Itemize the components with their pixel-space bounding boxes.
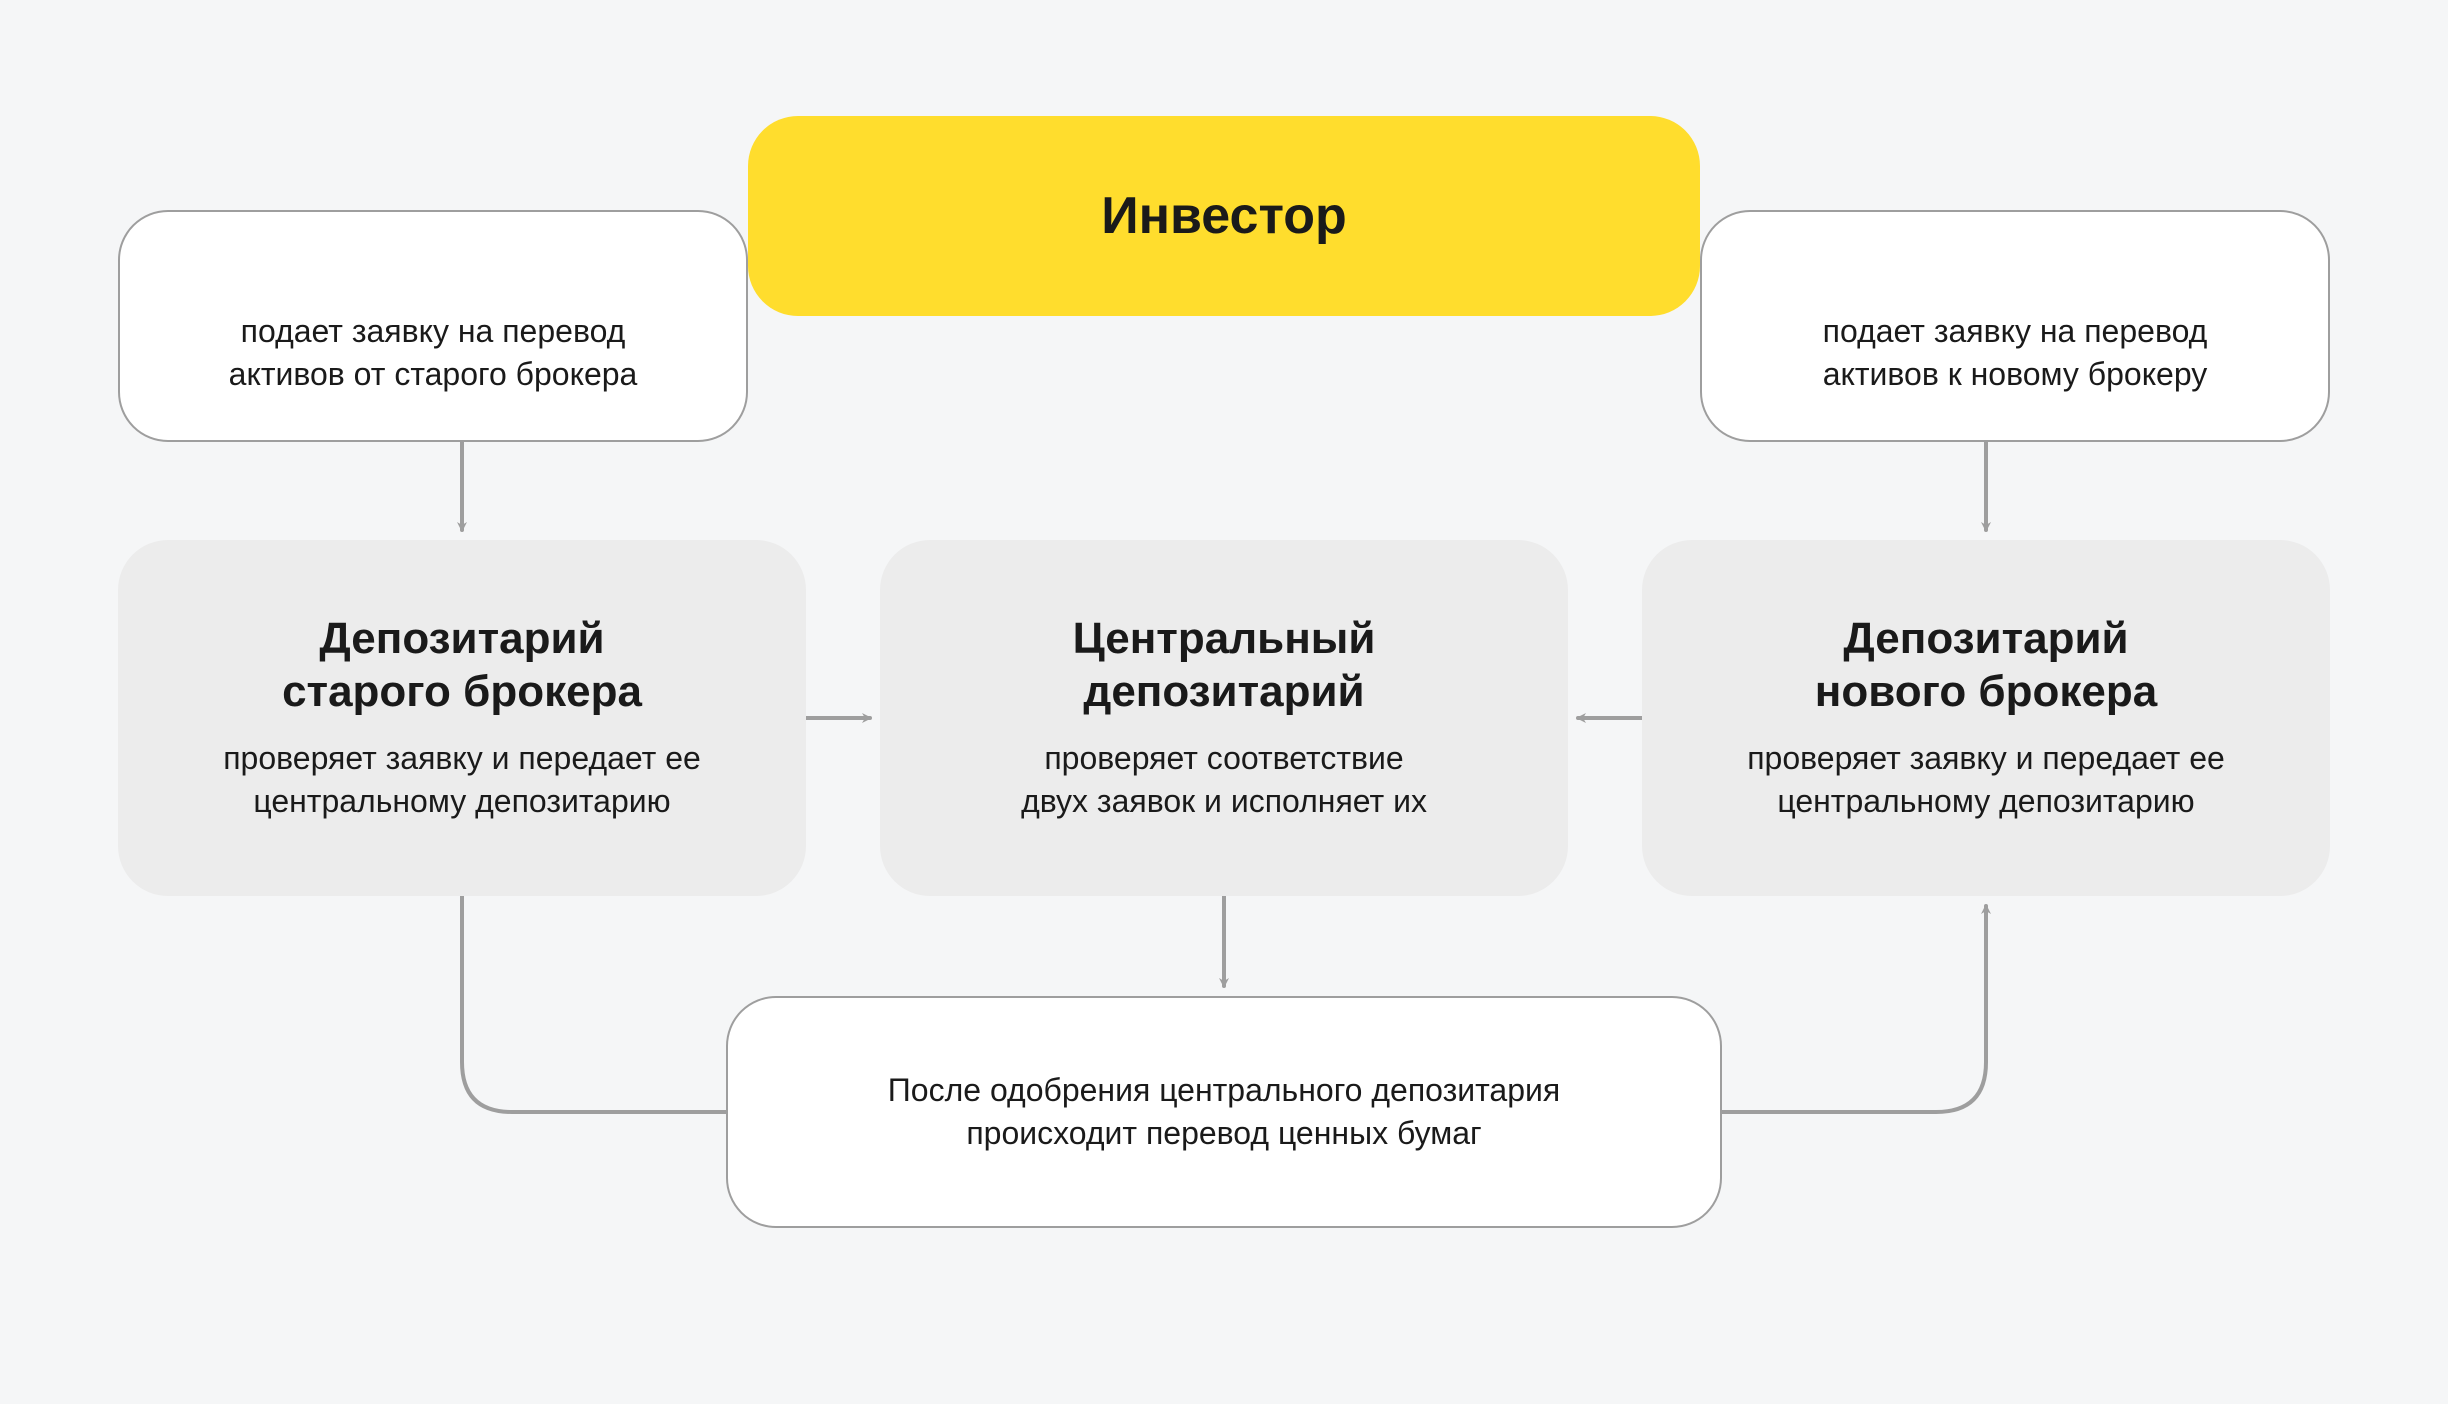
node-request-left: подает заявку на перевод активов от стар… (118, 210, 748, 442)
node-dep-central: Центральный депозитарий проверяет соотве… (880, 540, 1568, 896)
dep-central-title2: депозитарий (1073, 666, 1376, 719)
node-dep-new: Депозитарий нового брокера проверяет зая… (1642, 540, 2330, 896)
dep-new-body1: проверяет заявку и передает ее (1747, 737, 2225, 780)
dep-central-title1: Центральный (1073, 613, 1376, 666)
dep-old-title2: старого брокера (282, 666, 642, 719)
request-right-line2: активов к новому брокеру (1823, 353, 2208, 396)
dep-new-body2: центральному депозитарию (1747, 780, 2225, 823)
dep-central-body2: двух заявок и исполняет их (1021, 780, 1427, 823)
node-request-right: подает заявку на перевод активов к новом… (1700, 210, 2330, 442)
request-left-line2: активов от старого брокера (229, 353, 638, 396)
dep-old-title1: Депозитарий (282, 613, 642, 666)
result-line1: После одобрения центрального депозитария (888, 1069, 1560, 1112)
edge-result-depnew (1722, 906, 1986, 1112)
result-line2: происходит перевод ценных бумаг (888, 1112, 1560, 1155)
flowchart-diagram: подает заявку на перевод активов от стар… (0, 0, 2448, 1404)
edge-depold-result (462, 896, 726, 1112)
node-result: После одобрения центрального депозитария… (726, 996, 1722, 1228)
investor-title: Инвестор (1101, 185, 1347, 247)
dep-old-body2: центральному депозитарию (223, 780, 701, 823)
node-investor: Инвестор (748, 116, 1700, 316)
request-left-line1: подает заявку на перевод (229, 310, 638, 353)
dep-old-body1: проверяет заявку и передает ее (223, 737, 701, 780)
dep-new-title1: Депозитарий (1815, 613, 2157, 666)
request-right-line1: подает заявку на перевод (1823, 310, 2208, 353)
dep-new-title2: нового брокера (1815, 666, 2157, 719)
node-dep-old: Депозитарий старого брокера проверяет за… (118, 540, 806, 896)
dep-central-body1: проверяет соответствие (1021, 737, 1427, 780)
